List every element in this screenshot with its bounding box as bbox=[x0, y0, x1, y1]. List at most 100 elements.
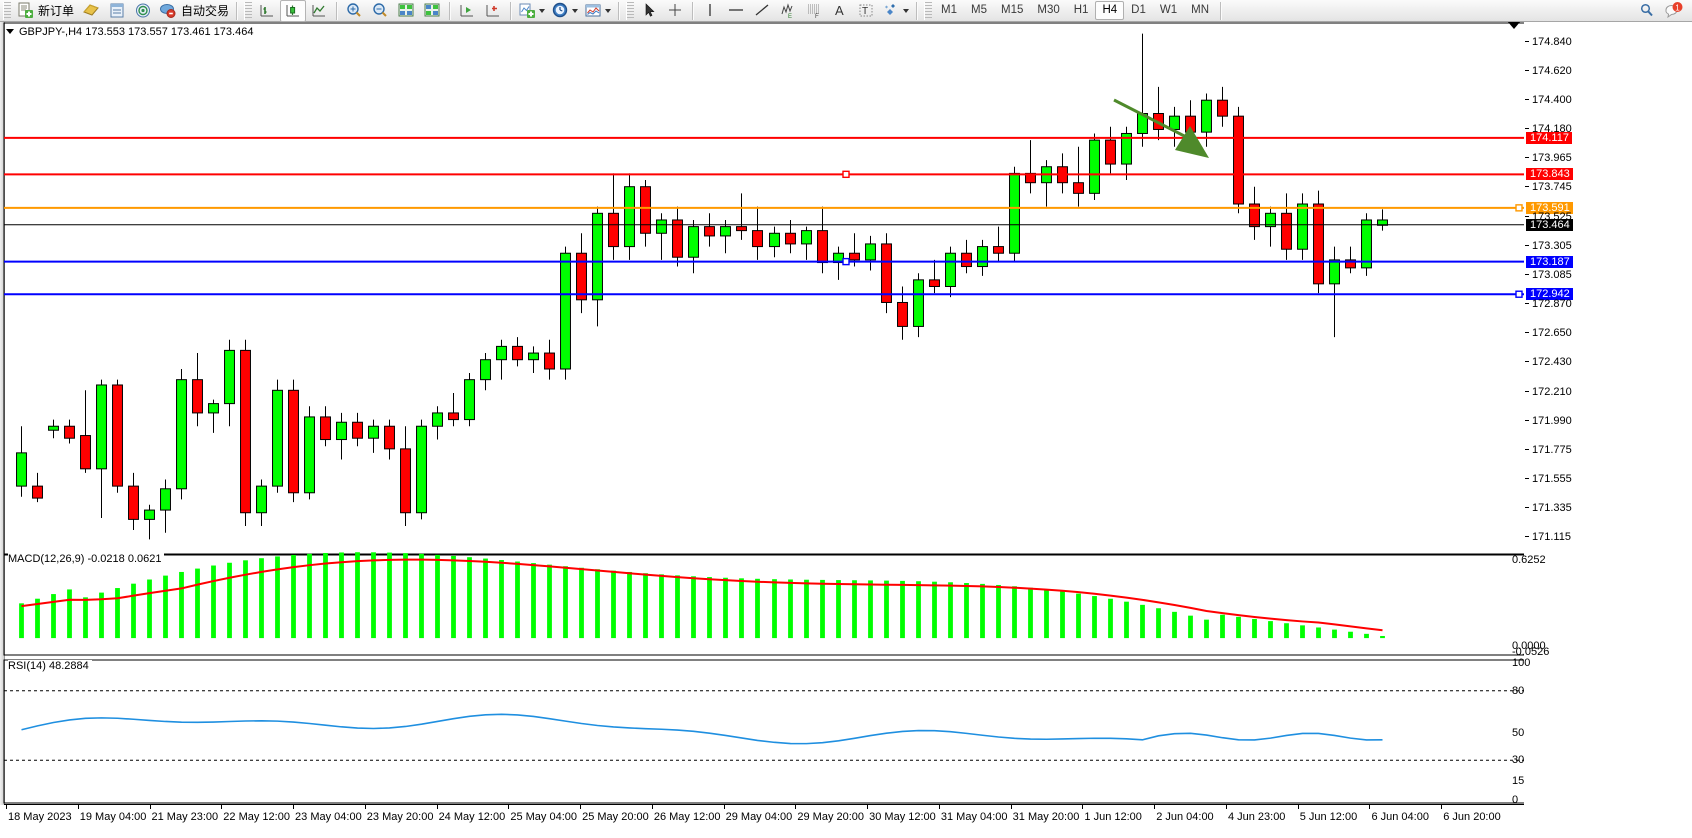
price-level-label-resistance-upper[interactable]: 174.117 bbox=[1526, 131, 1572, 144]
time-tick-label: 31 May 04:00 bbox=[940, 811, 1008, 823]
price-axis[interactable]: 174.117 173.843 173.591 173.187 172.942 174.8… bbox=[1524, 22, 1692, 805]
alerts-button[interactable]: 1 bbox=[1660, 0, 1686, 22]
chart-shift-marker[interactable] bbox=[1508, 22, 1520, 29]
time-tick-label: 23 May 04:00 bbox=[295, 811, 362, 823]
timeframe-h1[interactable]: H1 bbox=[1073, 4, 1089, 16]
rsi-axis-label: 50 bbox=[1512, 726, 1525, 739]
timeframe-m1[interactable]: M1 bbox=[941, 4, 958, 16]
period-button[interactable] bbox=[548, 0, 581, 22]
fibonacci-button[interactable]: F bbox=[801, 0, 827, 22]
time-tick-label: 4 Jun 23:00 bbox=[1227, 811, 1286, 823]
data-window-button[interactable] bbox=[130, 0, 156, 22]
time-tick-mark bbox=[1369, 805, 1371, 809]
chart-toolbar-grip[interactable] bbox=[244, 1, 253, 20]
price-tick: 172.210 bbox=[1524, 386, 1692, 398]
line-chart-button[interactable] bbox=[306, 0, 332, 22]
macd-axis-label: 0.0000 bbox=[1512, 640, 1546, 652]
time-axis[interactable]: 18 May 2023 19 May 04:00 21 May 23:00 22 Ma… bbox=[4, 804, 1524, 838]
price-tick: 171.990 bbox=[1524, 415, 1692, 427]
terminal-button[interactable]: 自动交易 bbox=[156, 0, 232, 22]
chart-symbol-ohlc: GBPJPY-,H4 173.553 173.557 173.461 173.4… bbox=[19, 25, 254, 38]
zoom-in-icon bbox=[347, 3, 361, 17]
objects-toolbar-grip[interactable] bbox=[626, 1, 635, 20]
period-chevron-down-icon[interactable] bbox=[572, 8, 579, 13]
zoom-out-button[interactable] bbox=[367, 0, 393, 22]
autoscroll-button[interactable] bbox=[454, 0, 480, 22]
time-tick-label: 6 Jun 04:00 bbox=[1371, 811, 1429, 823]
elliott-wave-button[interactable]: E bbox=[775, 0, 801, 22]
price-tick: 171.555 bbox=[1524, 473, 1692, 485]
templates-chevron-down-icon[interactable] bbox=[605, 8, 612, 13]
price-tick: 171.115 bbox=[1524, 531, 1692, 543]
bar-chart-button[interactable] bbox=[254, 0, 280, 22]
market-watch-button[interactable] bbox=[78, 0, 104, 22]
indicators-chevron-down-icon[interactable] bbox=[539, 8, 546, 13]
zoom-in-button[interactable] bbox=[341, 0, 367, 22]
terminal-icon bbox=[160, 4, 176, 18]
rsi-indicator-label: RSI(14) 48.2884 bbox=[8, 660, 92, 672]
rsi-axis-label: 30 bbox=[1512, 754, 1525, 767]
templates-button[interactable] bbox=[581, 0, 614, 22]
line-chart-icon bbox=[312, 5, 326, 17]
price-level-label-pivot[interactable]: 173.591 bbox=[1526, 201, 1573, 214]
time-tick-label: 25 May 04:00 bbox=[510, 811, 577, 823]
price-level-label-support-lower[interactable]: 172.942 bbox=[1526, 288, 1573, 301]
candlestick-chart-button[interactable] bbox=[280, 0, 307, 22]
time-tick-mark bbox=[580, 805, 582, 809]
chart-area[interactable]: GBPJPY-,H4 173.553 173.557 173.461 173.4… bbox=[0, 22, 1692, 838]
timeframe-d1[interactable]: D1 bbox=[1131, 4, 1146, 16]
navigator-button[interactable] bbox=[104, 0, 130, 22]
bar-chart-icon bbox=[260, 5, 274, 17]
timeframe-m5[interactable]: M5 bbox=[971, 4, 987, 16]
horizontal-line-button[interactable] bbox=[723, 0, 749, 22]
price-level-label-resistance-lower[interactable]: 173.843 bbox=[1526, 168, 1573, 181]
trendline-button[interactable] bbox=[749, 0, 775, 22]
text-label-button[interactable]: T bbox=[853, 0, 879, 22]
period-clock-icon bbox=[552, 2, 568, 18]
new-order-icon bbox=[18, 2, 33, 18]
grid-icon bbox=[398, 3, 414, 17]
cursor-button[interactable] bbox=[636, 0, 662, 22]
price-tick: 172.870 bbox=[1524, 298, 1692, 310]
autoscroll-icon bbox=[460, 5, 474, 17]
timeframe-mn[interactable]: MN bbox=[1191, 4, 1209, 16]
cursor-icon bbox=[645, 3, 655, 17]
grid2-button[interactable] bbox=[419, 0, 445, 22]
toolbar-separator-5 bbox=[618, 1, 620, 20]
time-tick-label: 31 May 20:00 bbox=[1012, 811, 1080, 823]
timeframe-h4[interactable]: H4 bbox=[1095, 1, 1125, 20]
current-price-label[interactable]: 173.464 bbox=[1526, 218, 1573, 231]
time-tick-label: 2 Jun 04:00 bbox=[1156, 811, 1214, 823]
time-tick-mark bbox=[938, 805, 940, 809]
timeframe-toolbar-grip[interactable] bbox=[924, 1, 933, 20]
price-tick: 171.335 bbox=[1524, 502, 1692, 514]
toolbar-separator-4 bbox=[510, 1, 512, 20]
navigator-icon bbox=[110, 3, 124, 18]
vertical-line-button[interactable] bbox=[697, 0, 723, 22]
auto-trading-label: 自动交易 bbox=[181, 4, 230, 18]
crosshair-button[interactable] bbox=[662, 0, 688, 22]
new-order-button[interactable]: 新订单 bbox=[13, 0, 78, 22]
time-tick-mark bbox=[795, 805, 797, 809]
chart-shift-button[interactable] bbox=[480, 0, 506, 22]
down-trend-arrow[interactable] bbox=[1113, 98, 1209, 158]
grid-button[interactable] bbox=[393, 0, 419, 22]
timeframe-w1[interactable]: W1 bbox=[1159, 4, 1178, 16]
time-tick-mark bbox=[77, 805, 79, 809]
time-tick-label: 6 Jun 20:00 bbox=[1443, 811, 1501, 823]
time-tick-label: 25 May 20:00 bbox=[582, 811, 649, 823]
timeframe-m30[interactable]: M30 bbox=[1037, 4, 1060, 16]
objects-button[interactable] bbox=[879, 0, 912, 22]
chart-collapse-icon[interactable] bbox=[6, 29, 14, 34]
objects-chevron-down-icon[interactable] bbox=[903, 8, 910, 13]
search-button[interactable] bbox=[1634, 0, 1660, 22]
indicators-button[interactable] bbox=[515, 0, 548, 22]
chart-canvas[interactable] bbox=[0, 22, 1692, 838]
time-tick-mark bbox=[436, 805, 438, 809]
price-tick: 174.840 bbox=[1524, 36, 1692, 48]
timeframe-m15[interactable]: M15 bbox=[1001, 4, 1024, 16]
text-button[interactable]: A bbox=[827, 0, 853, 22]
price-level-label-support-upper[interactable]: 173.187 bbox=[1526, 255, 1573, 268]
toolbar-grip[interactable] bbox=[3, 1, 11, 20]
chart-header: GBPJPY-,H4 173.553 173.557 173.461 173.4… bbox=[6, 25, 253, 38]
